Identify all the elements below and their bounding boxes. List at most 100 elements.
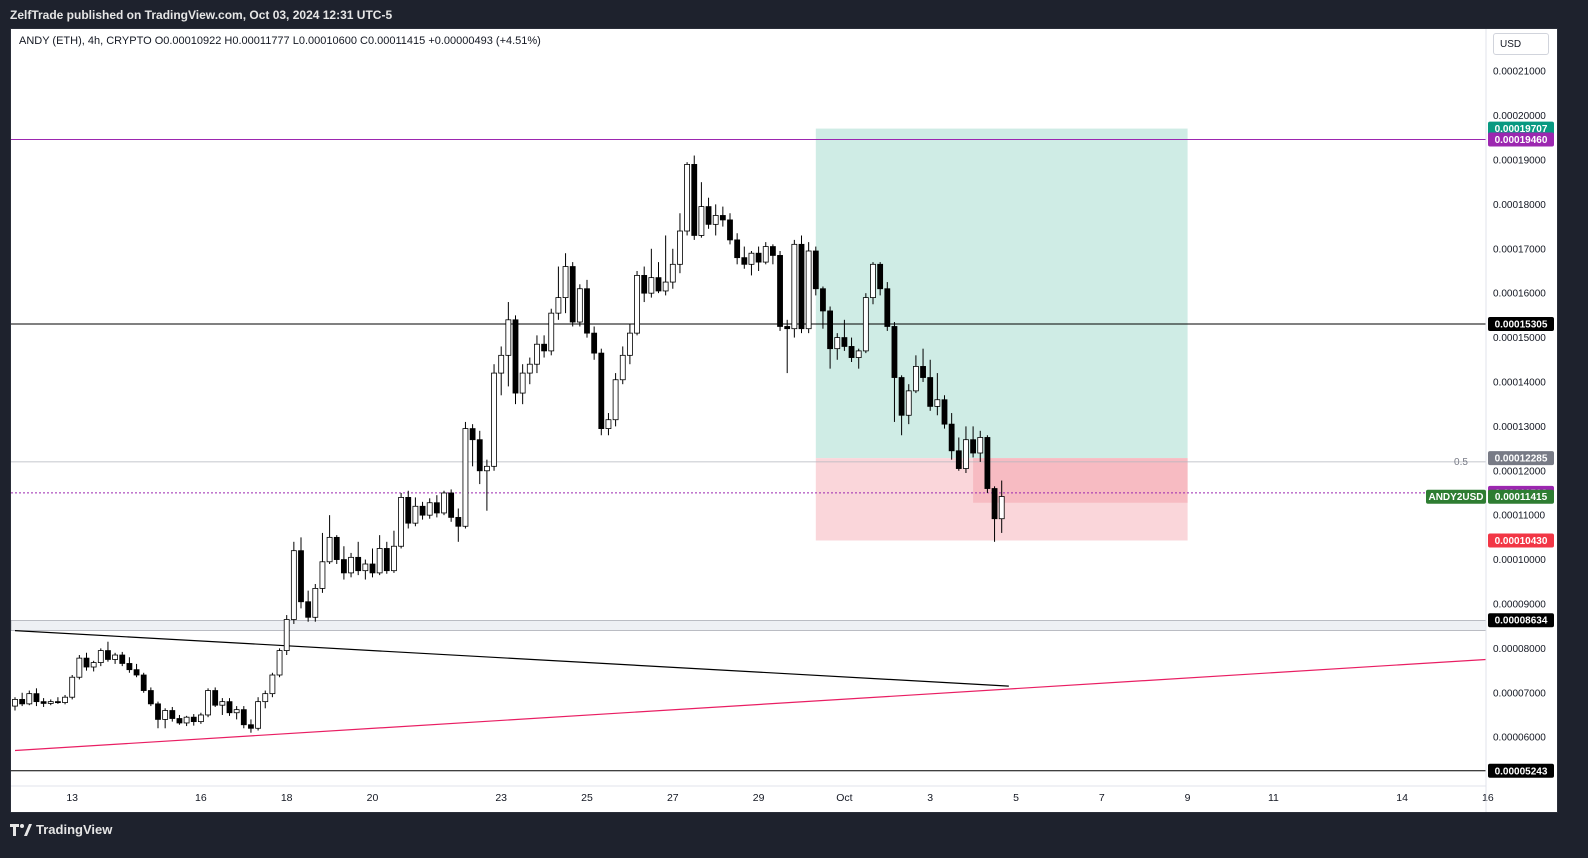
candle-up-body bbox=[326, 536, 333, 563]
candle bbox=[891, 322, 898, 422]
candle-down-body bbox=[755, 252, 762, 263]
tradingview-brand-text: TradingView bbox=[36, 822, 113, 837]
candle-down-body bbox=[569, 266, 576, 323]
candle-up-body bbox=[905, 390, 912, 416]
candle bbox=[140, 672, 147, 693]
candle-down-body bbox=[469, 428, 476, 441]
candle bbox=[791, 239, 798, 338]
candle-down-body bbox=[240, 709, 247, 726]
candle bbox=[433, 495, 440, 518]
x-tick-label: 27 bbox=[667, 792, 679, 804]
price-label: 0.00010430 bbox=[1488, 533, 1554, 548]
candle-up-body bbox=[605, 419, 612, 429]
candle bbox=[112, 652, 118, 664]
candle-up-body bbox=[491, 372, 497, 467]
price-label-bg bbox=[1488, 489, 1554, 504]
position-active-zone bbox=[973, 458, 1188, 503]
x-tick-label: 14 bbox=[1396, 792, 1408, 804]
candle-down-body bbox=[827, 310, 833, 350]
candle bbox=[491, 364, 497, 471]
candle-down-body bbox=[340, 559, 347, 574]
x-tick-label: 9 bbox=[1185, 792, 1191, 804]
candle-down-body bbox=[948, 423, 955, 452]
descending-black-trendline bbox=[14, 630, 1009, 687]
currency-selector[interactable]: USD bbox=[1493, 33, 1549, 55]
candle bbox=[376, 535, 383, 576]
candle-up-body bbox=[791, 243, 798, 330]
candle-up-body bbox=[62, 696, 68, 703]
candle-down-body bbox=[655, 277, 662, 292]
candle-up-body bbox=[462, 428, 469, 527]
candle bbox=[798, 235, 805, 334]
candle-up-body bbox=[634, 275, 640, 334]
candle-up-body bbox=[519, 372, 526, 394]
candle bbox=[40, 698, 47, 707]
candle bbox=[855, 348, 862, 369]
y-tick-label: 0.00015000 bbox=[1493, 333, 1546, 344]
candle-up-body bbox=[362, 563, 369, 572]
candle-up-body bbox=[619, 354, 626, 381]
price-label-bg bbox=[1488, 132, 1554, 147]
candle-down-body bbox=[741, 257, 748, 265]
candle bbox=[698, 182, 705, 238]
candle bbox=[812, 246, 819, 296]
candle bbox=[848, 337, 855, 362]
x-tick-label: 25 bbox=[581, 792, 593, 804]
x-tick-label: 18 bbox=[281, 792, 293, 804]
candle-up-body bbox=[712, 215, 719, 225]
candle-down-body bbox=[212, 690, 219, 706]
candle bbox=[526, 357, 533, 385]
candle-up-body bbox=[90, 662, 97, 668]
candle-down-body bbox=[333, 536, 340, 560]
y-tick-label: 0.00018000 bbox=[1493, 200, 1546, 211]
chart-panel[interactable]: 0.5 13 16 18 20 23 25 27 29 Oct 3 5 7 9 11 14 16 0.000210… bbox=[10, 28, 1558, 813]
candle-down-body bbox=[784, 326, 791, 330]
price-label-text: 0.00015305 bbox=[1495, 320, 1548, 331]
price-label-text: 0.00019707 bbox=[1495, 124, 1548, 135]
tradingview-brand[interactable]: TradingView bbox=[10, 822, 112, 837]
price-label: 0.00019460 bbox=[1488, 132, 1554, 147]
candle bbox=[598, 348, 605, 436]
price-label-bg bbox=[1488, 317, 1554, 332]
currency-label: USD bbox=[1500, 38, 1522, 50]
candle bbox=[412, 497, 419, 527]
price-label-bg bbox=[1488, 613, 1554, 628]
candle bbox=[383, 541, 390, 574]
candle-up-body bbox=[862, 297, 869, 352]
candle-up-body bbox=[276, 650, 283, 676]
candle bbox=[469, 424, 476, 467]
candle-up-body bbox=[97, 650, 104, 663]
candle-up-body bbox=[805, 250, 812, 330]
candle-up-body bbox=[998, 496, 1005, 520]
candle bbox=[219, 698, 226, 715]
y-tick-label: 0.00021000 bbox=[1493, 67, 1546, 78]
candle bbox=[748, 250, 755, 276]
candle-down-body bbox=[898, 377, 905, 416]
candle-down-body bbox=[591, 332, 598, 354]
candle-down-body bbox=[226, 701, 233, 714]
candle bbox=[619, 346, 626, 385]
candle-up-body bbox=[662, 281, 669, 292]
candle-down-body bbox=[812, 250, 819, 290]
candle bbox=[405, 490, 412, 529]
candle bbox=[76, 655, 83, 680]
candle-up-body bbox=[47, 701, 54, 704]
candle bbox=[562, 253, 569, 314]
candle bbox=[269, 672, 276, 698]
candle-down-body bbox=[19, 699, 26, 705]
candle-down-body bbox=[448, 492, 455, 518]
candle bbox=[505, 302, 512, 387]
x-tick-label: 16 bbox=[1482, 792, 1494, 804]
top-bar: ZelfTrade published on TradingView.com, … bbox=[0, 0, 1588, 28]
candle-up-body bbox=[612, 379, 619, 421]
price-label-bg bbox=[1488, 763, 1554, 778]
candle-down-body bbox=[734, 239, 741, 259]
candle bbox=[176, 714, 183, 725]
price-chart[interactable]: 0.5 13 16 18 20 23 25 27 29 Oct 3 5 7 9 11 14 16 0.000210… bbox=[11, 29, 1557, 812]
candle bbox=[55, 697, 61, 704]
price-label: 0.00019707 bbox=[1488, 121, 1554, 136]
candle bbox=[276, 648, 283, 678]
candle-down-body bbox=[691, 164, 698, 236]
candle-down-body bbox=[941, 399, 948, 425]
candle bbox=[584, 279, 590, 338]
